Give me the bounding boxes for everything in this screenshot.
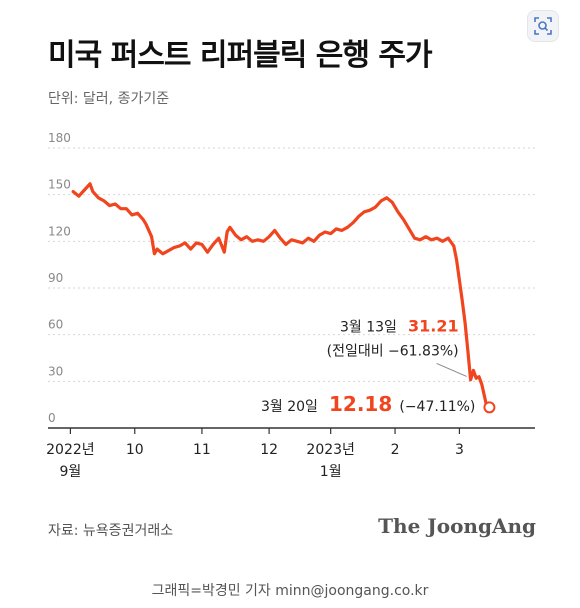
x-tick-label: 2 xyxy=(391,442,400,458)
publisher-logo: The JoongAng xyxy=(378,514,536,538)
chart-title: 미국 퍼스트 리퍼블릭 은행 주가 xyxy=(48,38,433,73)
y-tick-label: 150 xyxy=(48,178,71,192)
series-line xyxy=(71,182,489,411)
annotation-mar13-change: (전일대비 −61.83%) xyxy=(327,343,459,359)
annotation-mar20-change: (−47.11%) xyxy=(399,399,475,415)
x-tick-label: 2023년 xyxy=(306,442,355,458)
gridlines xyxy=(48,147,535,429)
zoom-button[interactable] xyxy=(527,10,559,42)
x-tick-label: 12 xyxy=(260,442,278,458)
annotation-mar20: 3월 20일 12.18 (−47.11%) xyxy=(261,392,475,416)
y-tick-label: 0 xyxy=(48,411,56,425)
y-tick-label: 120 xyxy=(48,224,71,238)
annotation-mar20-value: 12.18 xyxy=(329,392,392,416)
y-tick-label: 180 xyxy=(48,131,71,145)
end-point-marker xyxy=(483,401,496,414)
annotation-mar13: 3월 13일 31.21 xyxy=(340,316,459,335)
zoom-in-icon xyxy=(534,17,552,35)
y-tick-label: 60 xyxy=(48,318,63,332)
y-tick-label: 90 xyxy=(48,271,63,285)
x-tick-sublabel: 9월 xyxy=(59,464,81,480)
annotation-mar13-value: 31.21 xyxy=(408,316,459,335)
x-tick-sublabel: 1월 xyxy=(320,464,342,480)
x-axis-ticks: 2022년 9월 10 11 12 2023년 1월 2 3 xyxy=(46,428,464,480)
x-tick-label: 11 xyxy=(193,442,211,458)
y-axis-ticks: 0 30 60 90 120 150 180 xyxy=(48,131,71,425)
photo-credit: 그래픽=박경민 기자 minn@joongang.co.kr xyxy=(151,583,429,599)
y-tick-label: 30 xyxy=(48,364,63,378)
source-label: 자료: 뉴욕증권거래소 xyxy=(48,523,174,539)
annotation-leader-line xyxy=(436,362,467,377)
x-tick-label: 2022년 xyxy=(46,442,95,458)
annotation-mar13-date: 3월 13일 xyxy=(340,319,397,335)
unit-label: 단위: 달러, 종가기준 xyxy=(48,91,170,107)
x-tick-label: 10 xyxy=(126,442,144,458)
x-tick-label: 3 xyxy=(455,442,464,458)
annotation-mar20-date: 3월 20일 xyxy=(261,399,318,415)
chart-card: 미국 퍼스트 리퍼블릭 은행 주가 단위: 달러, 종가기준 0 30 60 90 12… xyxy=(46,38,536,539)
